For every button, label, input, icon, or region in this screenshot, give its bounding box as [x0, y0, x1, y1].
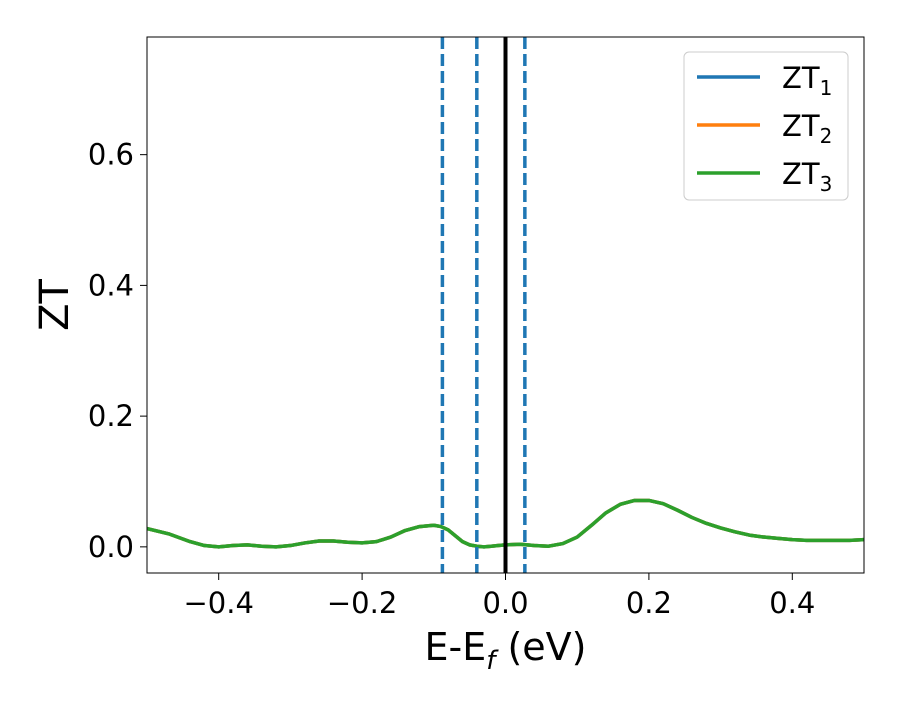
plot-area-group	[147, 37, 864, 573]
series-line-zt3	[147, 498, 864, 549]
y-tick-label: 0.2	[88, 399, 134, 433]
x-tick-label: 0.4	[769, 586, 815, 620]
legend-label-zt3: ZT3	[782, 157, 832, 196]
legend-label-zt1: ZT1	[782, 61, 832, 100]
x-tick-label: −0.4	[183, 586, 253, 620]
legend: ZT1 ZT2 ZT3	[683, 51, 849, 201]
x-axis-label: E-Ef (eV)	[425, 625, 587, 676]
legend-label-zt2: ZT2	[782, 109, 832, 148]
x-tick-label: 0.0	[482, 586, 528, 620]
x-tick-label: 0.2	[626, 586, 672, 620]
y-axis-label: ZT	[32, 279, 78, 331]
y-tick-label: 0.6	[88, 138, 134, 172]
y-tick-label: 0.4	[88, 268, 134, 302]
y-tick-label: 0.0	[88, 530, 134, 564]
x-tick-label: −0.2	[327, 586, 397, 620]
legend-box	[683, 51, 849, 201]
